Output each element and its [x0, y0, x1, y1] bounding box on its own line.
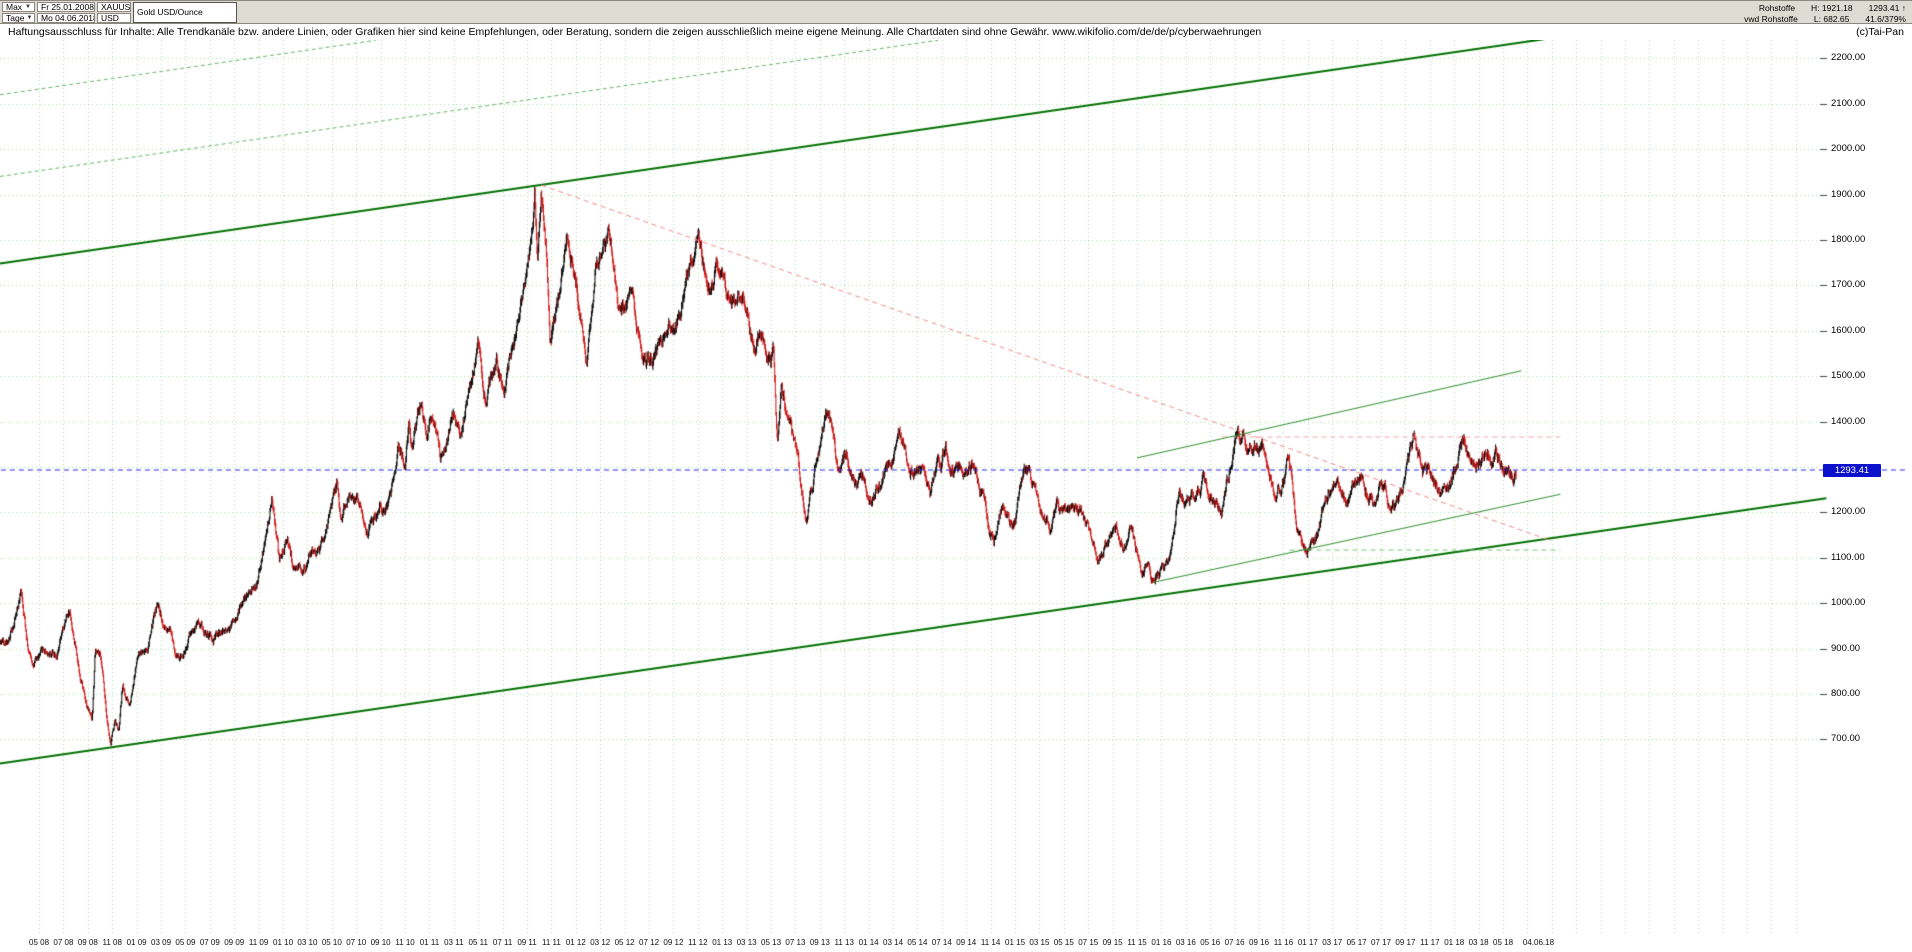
last-price-badge: 1293.41	[1823, 464, 1881, 477]
quote-last: 1293.41 ↑	[1869, 3, 1906, 13]
quote-last-value: 1293.41	[1868, 3, 1900, 13]
period-dropdown-label: Tage	[6, 13, 25, 23]
quote-high: H: 1921.18	[1811, 3, 1853, 13]
period-dropdown[interactable]: Tage ▼	[2, 13, 35, 23]
start-date-field[interactable]: Fr 25.01.2008	[37, 2, 95, 12]
disclaimer-text: Haftungsausschluss für Inhalte: Alle Tre…	[8, 26, 1053, 38]
toolbar: Max ▼ Fr 25.01.2008 XAUUSD Gold USD/Ounc…	[0, 0, 1912, 24]
range-dropdown[interactable]: Max ▼	[2, 2, 35, 12]
chevron-down-icon: ▼	[25, 3, 31, 10]
current-date-field[interactable]: Mo 04.06.2018	[37, 13, 95, 23]
quote-panel-row-1: Rohstoffe H: 1921.18 1293.41 ↑	[1759, 3, 1906, 13]
disclaimer-url: www.wikifolio.com/de/de/p/cyberwaehrunge…	[1052, 26, 1262, 38]
disclaimer-bar: Haftungsausschluss für Inhalte: Alle Tre…	[0, 24, 1912, 40]
chart-area: 2200.00 2100.00 2000.00 1900.00 1800.00 1700.…	[0, 40, 1912, 952]
quote-category: Rohstoffe	[1758, 3, 1796, 13]
symbol-field[interactable]: XAUUSD	[97, 2, 131, 12]
range-dropdown-label: Max	[6, 2, 23, 12]
quote-low: L: 682.65	[1813, 14, 1850, 24]
up-arrow-icon: ↑	[1901, 3, 1906, 13]
instrument-name: Gold USD/Ounce	[133, 2, 237, 23]
quote-source: vwd Rohstoffe	[1744, 14, 1798, 24]
price-chart-canvas[interactable]	[0, 40, 1912, 952]
chevron-down-icon: ▼	[26, 14, 33, 21]
currency-label: USD	[97, 13, 131, 23]
quote-panel-row-2: vwd Rohstoffe L: 682.65 41.6/379%	[1744, 14, 1906, 24]
quote-change: 41.6/379%	[1865, 14, 1906, 24]
copyright-label: (c)Tai-Pan	[1856, 26, 1904, 38]
